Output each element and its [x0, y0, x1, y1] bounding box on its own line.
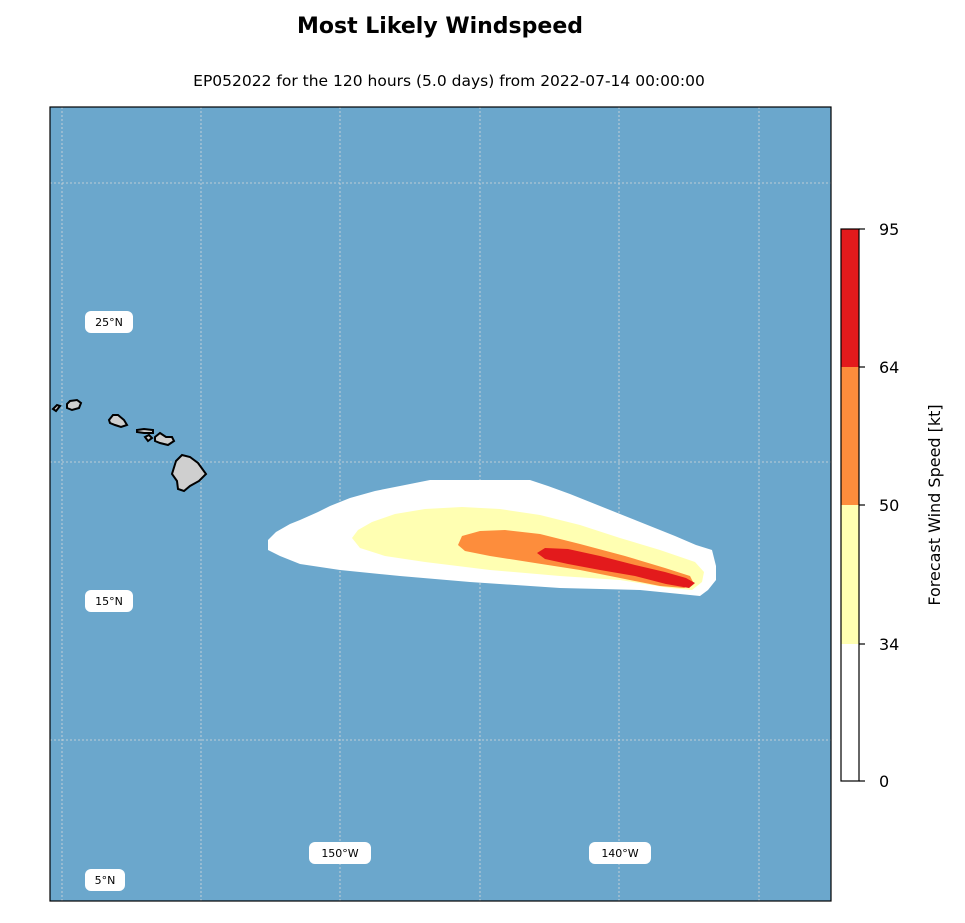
- island-kauai: [66, 398, 83, 412]
- lat-label-5n: 5°N: [95, 874, 116, 887]
- hawaiian-islands: [51, 398, 208, 493]
- colorbar-title: Forecast Wind Speed [kt]: [925, 404, 944, 605]
- lat-label: 5°N: [85, 869, 125, 891]
- colorbar-segment-50-64: [841, 367, 859, 505]
- colorbar-segment-34-50: [841, 505, 859, 644]
- colorbar-tick-label-95: 95: [879, 220, 899, 239]
- colorbar-tick-label-50: 50: [879, 496, 899, 515]
- lat-label: 25°N: [85, 311, 133, 333]
- colorbar-tick-label-64: 64: [879, 358, 899, 377]
- wind-swath: [268, 480, 716, 596]
- lon-label-140w: 140°W: [601, 847, 638, 860]
- island-lanai: [143, 433, 154, 443]
- colorbar-segment-64-95: [841, 229, 859, 367]
- lon-label: 150°W: [309, 842, 371, 864]
- island-maui: [154, 431, 176, 447]
- swath-64-95kt: [537, 548, 695, 588]
- colorbar-tick-label-34: 34: [879, 635, 899, 654]
- colorbar-segment-0-34: [841, 644, 859, 781]
- island-hawaii: [170, 453, 208, 493]
- colorbar: 95 64 50 34 0 Forecast Wind Speed [kt]: [840, 220, 944, 791]
- island-molokai: [136, 427, 154, 434]
- lat-label: 15°N: [85, 590, 133, 612]
- lat-label-25n: 25°N: [95, 316, 123, 329]
- chart-subtitle: EP052022 for the 120 hours (5.0 days) fr…: [193, 72, 705, 90]
- lon-label: 140°W: [589, 842, 651, 864]
- island-niihau: [51, 403, 62, 413]
- lat-label-15n: 15°N: [95, 595, 123, 608]
- island-oahu: [107, 414, 129, 429]
- lon-label-150w: 150°W: [321, 847, 358, 860]
- map-frame: [49, 106, 832, 902]
- colorbar-tick-label-0: 0: [879, 772, 889, 791]
- chart-title: Most Likely Windspeed: [297, 14, 583, 39]
